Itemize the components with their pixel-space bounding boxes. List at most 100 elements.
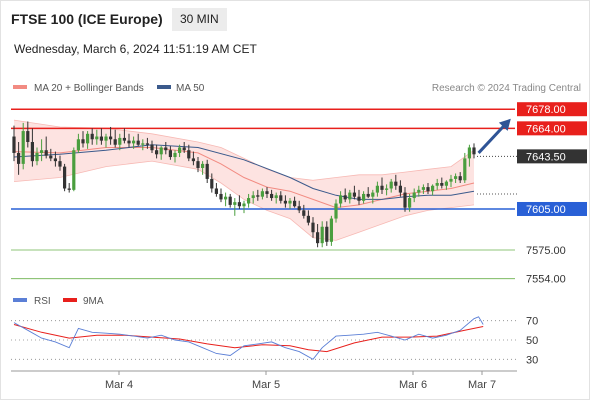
candle-body: [348, 192, 352, 200]
forecast-arrow-shaft: [477, 121, 508, 154]
candle-body: [178, 147, 182, 153]
candle-body: [444, 181, 448, 186]
candle-body: [398, 185, 402, 193]
instrument-title: FTSE 100 (ICE Europe): [11, 11, 163, 27]
candle-body: [159, 147, 163, 155]
rsi-ma9-line: [13, 324, 484, 353]
candle-body: [122, 137, 126, 141]
x-tick-label: Mar 4: [105, 379, 133, 391]
candle-body: [150, 144, 154, 151]
candle-body: [210, 178, 214, 189]
level-label-resistance: 7664.00: [526, 123, 566, 135]
candle-body: [201, 163, 205, 168]
level-labels: 7678.00 7664.00 7643.50 7605.00 7575.00 7554.…: [517, 102, 587, 286]
candle-body: [265, 191, 269, 194]
bollinger-fill: [14, 120, 474, 241]
candle-body: [472, 147, 476, 155]
x-tick-label: Mar 7: [468, 379, 496, 391]
candle-body: [463, 158, 467, 181]
legend-rsi-swatch: [13, 298, 27, 302]
level-label-bg-resistance: [517, 102, 587, 117]
candle-body: [283, 200, 287, 204]
candle-body: [403, 192, 407, 208]
candle-body: [109, 136, 113, 140]
candle-body: [242, 203, 246, 207]
candle-body: [136, 140, 140, 145]
candle-body: [187, 150, 191, 159]
candle-body: [302, 210, 306, 216]
candle-body: [228, 196, 232, 205]
candle-body: [44, 150, 48, 156]
interval-button[interactable]: 30 MIN: [172, 8, 227, 31]
rsi-line: [13, 316, 484, 360]
ma50-line: [13, 144, 475, 200]
candle-body: [375, 185, 379, 193]
rsi-tick-label: 30: [526, 354, 538, 366]
candle-body: [426, 187, 430, 192]
candle-body: [17, 152, 21, 164]
candle-body: [164, 147, 168, 151]
candle-body: [408, 198, 412, 208]
level-label-bg-support: [517, 201, 587, 216]
legend-9ma-label: 9MA: [83, 296, 104, 307]
candle-body: [21, 131, 25, 164]
candle-body: [435, 183, 439, 186]
candle-body: [182, 147, 186, 151]
level-label-target: 7575.00: [526, 245, 566, 257]
candle-body: [26, 131, 30, 143]
legend-ma20-label: MA 20 + Bollinger Bands: [34, 83, 144, 94]
legend-ma50-label: MA 50: [176, 83, 205, 94]
candle-body: [90, 133, 94, 140]
candle-body: [316, 232, 320, 244]
candle-body: [325, 226, 329, 242]
legend-rsi-label: RSI: [34, 296, 51, 307]
bollinger-lower: [13, 160, 475, 241]
rsi-panel: 70 50 30: [11, 316, 538, 366]
timestamp: Wednesday, March 6, 2024 11:51:19 AM CET: [14, 42, 257, 56]
candle-body: [72, 150, 76, 190]
candle-body: [76, 139, 80, 151]
candle-body: [233, 202, 237, 205]
candle-body: [63, 166, 67, 189]
candle-body: [12, 136, 16, 153]
candle-body: [412, 192, 416, 199]
candle-body: [219, 193, 223, 200]
candle-body: [53, 158, 57, 162]
candle-body: [449, 178, 453, 182]
candle-body: [132, 140, 136, 144]
candle-body: [173, 152, 177, 158]
legend-ma50-swatch: [157, 85, 171, 89]
candle-body: [58, 161, 62, 167]
candle-body: [394, 181, 398, 186]
candle-body: [81, 139, 85, 144]
candle-body: [274, 195, 278, 199]
candle-body: [366, 193, 370, 197]
candle-body: [67, 188, 71, 190]
candle-body: [334, 203, 338, 219]
candle-body: [99, 136, 103, 141]
candle-body: [35, 152, 39, 162]
candle-body: [155, 150, 159, 155]
price-levels: [11, 108, 517, 280]
candle-body: [454, 176, 458, 179]
x-axis: Mar 4 Mar 5 Mar 6 Mar 7: [105, 371, 496, 391]
candle-body: [30, 142, 34, 162]
candle-body: [329, 218, 333, 242]
candle-body: [339, 195, 343, 204]
candle-body: [237, 202, 241, 207]
candle-body: [205, 163, 209, 179]
candle-body: [297, 206, 301, 211]
candle-body: [270, 193, 274, 199]
candle-body: [293, 200, 297, 207]
level-label-last: 7643.50: [526, 151, 566, 163]
candle-body: [95, 136, 99, 140]
rsi-tick-label: 50: [526, 335, 538, 347]
candle-body: [440, 183, 444, 186]
candle-body: [306, 215, 310, 223]
candle-body: [362, 193, 366, 201]
candle-body: [127, 140, 131, 144]
credit-text: Research © 2024 Trading Central: [432, 83, 581, 94]
forecast-arrow-head: [498, 118, 511, 131]
